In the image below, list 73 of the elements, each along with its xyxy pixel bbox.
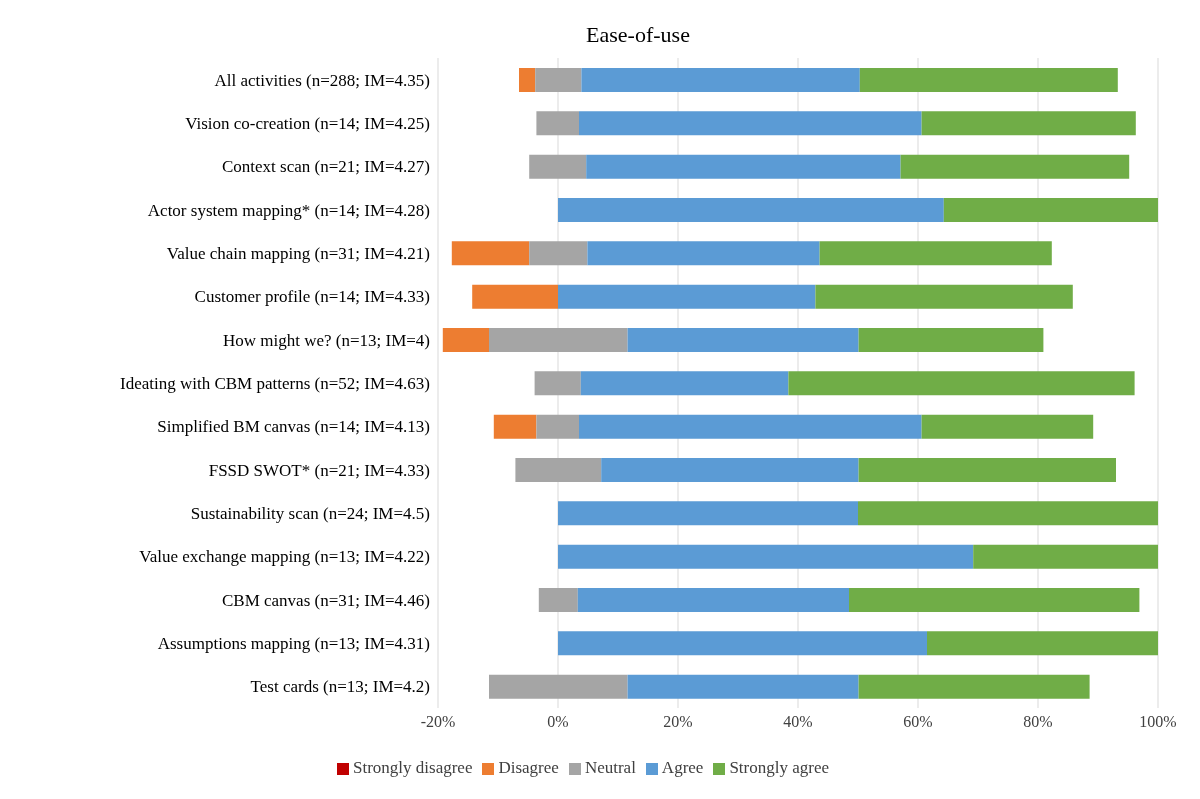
x-tick-label: 80% <box>1023 713 1053 731</box>
bar <box>515 458 602 482</box>
bar <box>788 371 1135 396</box>
bar <box>451 241 530 266</box>
bar <box>558 501 858 526</box>
x-tick-label: -20% <box>420 713 456 731</box>
y-tick-label: How might we? (n=13; IM=4) <box>222 330 430 350</box>
bar <box>558 631 927 656</box>
bar <box>858 501 1158 526</box>
bar <box>849 588 1140 612</box>
y-tick-label: CBM canvas (n=31; IM=4.46) <box>221 590 430 610</box>
bar <box>442 328 489 352</box>
bar <box>493 414 537 439</box>
x-tick-label: 40% <box>783 713 813 731</box>
bar <box>536 111 579 136</box>
bar <box>489 328 628 352</box>
bar <box>579 111 922 136</box>
legend-label: Strongly agree <box>729 758 829 777</box>
x-tick-label: 20% <box>663 713 693 731</box>
bar <box>973 544 1158 569</box>
bar <box>558 544 974 569</box>
bar <box>858 458 1116 482</box>
bar <box>900 154 1130 179</box>
y-tick-label: All activities (n=288; IM=4.35) <box>214 70 430 90</box>
bar <box>558 198 944 222</box>
y-tick-label: Value chain mapping (n=31; IM=4.21) <box>166 244 430 264</box>
x-tick-label: 100% <box>1139 713 1177 731</box>
bar <box>586 154 901 179</box>
bar <box>558 284 816 309</box>
bar <box>627 674 859 699</box>
bar <box>472 284 558 309</box>
bar <box>601 458 859 482</box>
y-tick-label: Ideating with CBM patterns (n=52; IM=4.63) <box>119 374 430 394</box>
bar <box>587 241 820 266</box>
bar <box>529 154 587 179</box>
y-tick-label: Simplified BM canvas (n=14; IM=4.13) <box>157 417 430 437</box>
y-tick-label: FSSD SWOT* (n=21; IM=4.33) <box>208 460 430 480</box>
bar <box>538 588 578 612</box>
bar <box>859 68 1118 92</box>
legend-label: Disagree <box>498 758 559 777</box>
bar <box>519 68 536 92</box>
bar <box>943 198 1158 222</box>
y-tick-label: Test cards (n=13; IM=4.2) <box>250 677 430 697</box>
bar <box>534 371 581 396</box>
bar <box>815 284 1073 309</box>
y-tick-label: Value exchange mapping (n=13; IM=4.22) <box>139 547 430 567</box>
bar <box>580 371 789 396</box>
legend-label: Strongly disagree <box>353 758 473 777</box>
bar <box>536 414 579 439</box>
bar <box>627 328 859 352</box>
bar <box>489 674 628 699</box>
y-tick-label: Assumptions mapping (n=13; IM=4.31) <box>157 634 430 654</box>
y-tick-label: Context scan (n=21; IM=4.27) <box>221 157 430 177</box>
bar <box>577 588 849 612</box>
bar <box>858 674 1090 699</box>
y-tick-label: Actor system mapping* (n=14; IM=4.28) <box>147 200 430 220</box>
bar <box>921 111 1136 136</box>
x-tick-label: 0% <box>547 713 569 731</box>
y-tick-label: Customer profile (n=14; IM=4.33) <box>194 287 430 307</box>
y-tick-label: Vision co-creation (n=14; IM=4.25) <box>185 114 430 134</box>
chart-title: Ease-of-use <box>585 22 691 48</box>
bar <box>819 241 1052 266</box>
legend-label: Agree <box>661 758 704 777</box>
legend-label: Neutral <box>584 758 636 777</box>
bar <box>581 68 860 92</box>
bar <box>579 414 922 439</box>
bar <box>927 631 1158 656</box>
bar <box>535 68 582 92</box>
bar <box>529 241 588 266</box>
bar <box>858 328 1044 352</box>
x-tick-label: 60% <box>903 713 933 731</box>
bar <box>921 414 1094 439</box>
y-tick-label: Sustainability scan (n=24; IM=4.5) <box>190 504 430 524</box>
